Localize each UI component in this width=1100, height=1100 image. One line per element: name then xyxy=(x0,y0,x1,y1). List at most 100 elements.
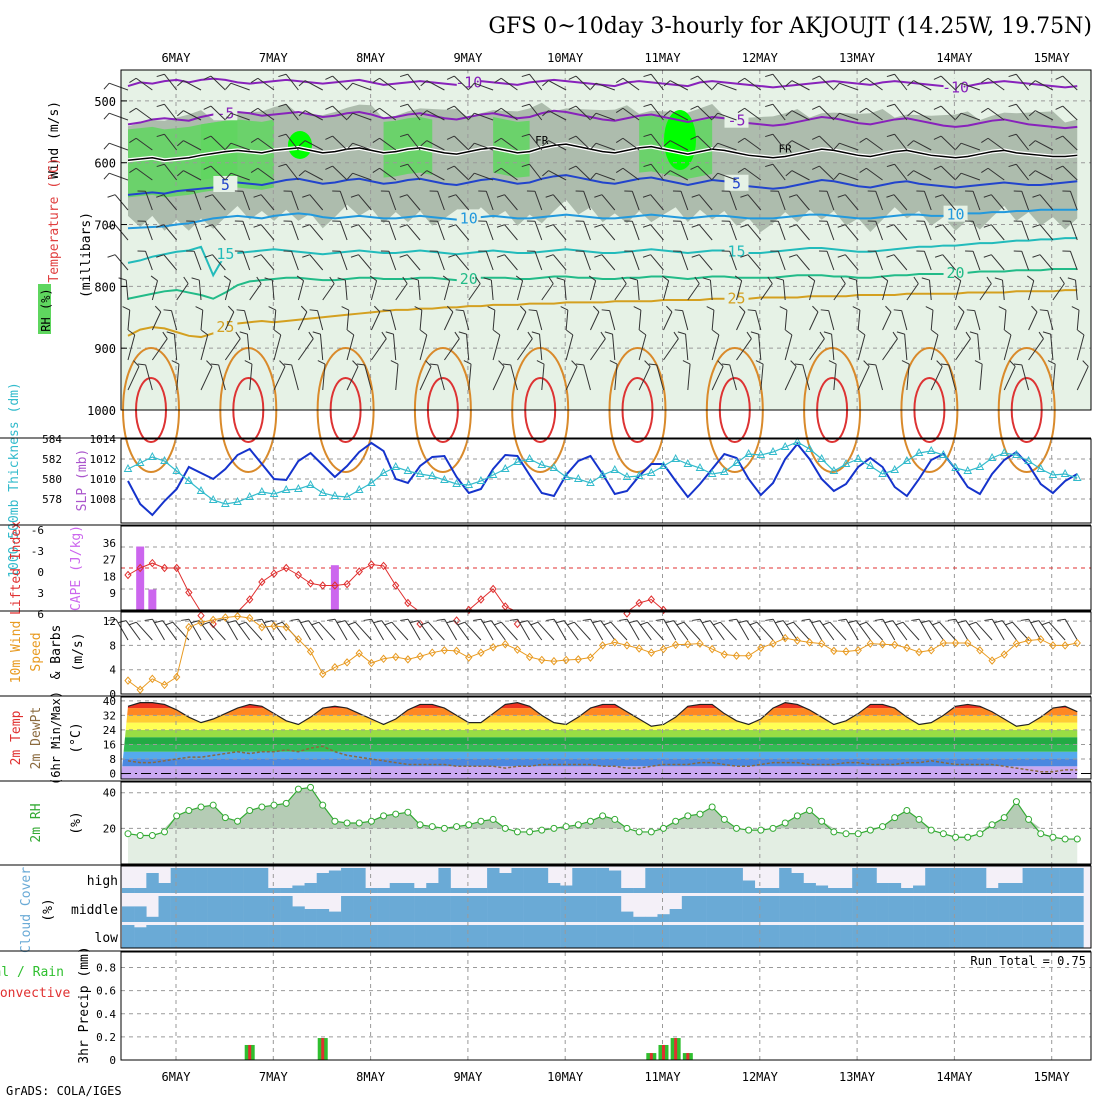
wind-barb-upper xyxy=(173,334,178,361)
cloud-cell-middle xyxy=(657,914,670,922)
wind-barb-upper xyxy=(504,254,518,271)
wind-barb-upper-flag xyxy=(341,306,350,311)
wind-speed-point xyxy=(404,655,412,664)
wind-barb-upper xyxy=(541,364,545,391)
wind-barb-upper xyxy=(163,133,178,151)
wind-barb-upper xyxy=(552,254,567,271)
rh2m-point xyxy=(197,803,205,811)
rh2m-point xyxy=(1037,830,1045,838)
thickness-point xyxy=(415,468,425,477)
wind-barb-upper-flag xyxy=(886,103,895,108)
cloud-cell-high xyxy=(207,868,220,893)
wind-barb-upper xyxy=(454,165,470,181)
precip-bar-convective xyxy=(661,1044,665,1060)
wind-barb-upper-flag xyxy=(568,75,577,80)
wind-barb-upper xyxy=(614,283,627,301)
wind-barb-upper-flag xyxy=(325,165,333,170)
wind-barb-upper-flag xyxy=(600,331,606,339)
wind-barb-upper-flag xyxy=(171,360,180,365)
cloud-cell-middle xyxy=(1022,896,1035,922)
wind-barb-upper-flag xyxy=(129,167,137,173)
wind-barb-upper xyxy=(358,224,372,241)
cloud-cell-high xyxy=(560,885,573,893)
wind-barb-upper xyxy=(857,366,870,391)
thickness-point xyxy=(525,453,534,462)
wind-barb-upper xyxy=(109,82,129,91)
wind-barb-upper xyxy=(309,254,324,271)
wind-barb-upper-flag xyxy=(278,133,287,138)
wind-barb-upper xyxy=(1052,364,1056,391)
wind-speed-label: Speed xyxy=(29,632,44,671)
wind-units-label: (m/s) xyxy=(71,632,86,671)
wind-barb-upper xyxy=(650,73,664,91)
wind-speed-point xyxy=(282,622,290,632)
cloud-cell-high xyxy=(876,883,889,893)
rh2m-point xyxy=(465,821,473,829)
wind-barb-upper xyxy=(697,75,713,91)
wind-barb-upper xyxy=(940,165,956,181)
cloud-cell-low xyxy=(414,925,427,948)
wind-barb-upper-flag xyxy=(1013,363,1022,366)
wind-barb-upper xyxy=(114,224,129,241)
cloud-cell-high xyxy=(657,868,670,893)
wind-speed-point xyxy=(611,638,619,647)
wind-barb-upper-flag xyxy=(156,194,164,198)
isotherm-label-bg xyxy=(456,73,481,90)
wind-barb-upper-flag xyxy=(785,110,793,117)
cloud-cell-middle xyxy=(389,896,403,922)
rh2m-point xyxy=(1073,835,1081,843)
wind-barb-upper xyxy=(492,334,501,361)
wind-barb-upper xyxy=(1021,251,1030,271)
thickness-point xyxy=(866,460,875,469)
wind-barb-upper xyxy=(455,224,470,241)
wind-barb-10m-flag xyxy=(556,620,565,624)
rh2m-point xyxy=(635,828,643,836)
wind-barb-upper-flag xyxy=(739,305,746,313)
wind-barb-10m xyxy=(334,618,348,641)
wind-barb-upper-flag xyxy=(643,103,652,108)
wind-barb-upper xyxy=(772,73,786,91)
cloud-cell-middle xyxy=(474,896,488,922)
wind-barb-upper-flag xyxy=(1032,254,1041,258)
cloud-cell-low xyxy=(937,925,950,948)
lifted-index-point xyxy=(160,563,169,573)
wind-barb-upper-flag xyxy=(227,305,235,313)
wind-barb-upper-flag xyxy=(325,75,333,80)
wind-barb-upper xyxy=(1028,338,1044,361)
wind-barb-10m xyxy=(647,621,664,641)
wind-barb-upper-flag xyxy=(663,80,671,87)
wind-barb-upper-flag xyxy=(156,224,164,228)
cloud-cell-high xyxy=(255,868,269,893)
wind-barb-upper xyxy=(565,334,574,361)
cloud-cell-high xyxy=(268,888,281,893)
wind-barb-upper-flag xyxy=(643,163,652,168)
wind-barb-upper xyxy=(1076,366,1089,391)
wind-speed-point xyxy=(793,636,802,645)
thickness-point xyxy=(488,469,498,478)
wind-barb-upper xyxy=(346,334,355,361)
wind-speed-line xyxy=(127,615,1078,691)
wind-barb-10m xyxy=(855,620,871,641)
wind-barb-upper xyxy=(273,310,277,331)
wind-speed-point xyxy=(781,633,789,643)
wind-barb-upper xyxy=(490,280,494,301)
wind-barb-10m-flag xyxy=(1030,620,1039,624)
date-label-top: 15MAY xyxy=(1034,51,1071,65)
wind-barb-upper-flag xyxy=(253,254,262,258)
wind-speed-point xyxy=(745,651,753,661)
isotherm-line xyxy=(127,208,1078,230)
wind-barb-upper-flag xyxy=(594,224,603,228)
wind-barb-upper-flag xyxy=(933,165,942,170)
wind-barb-10m xyxy=(261,618,275,641)
wind-barb-10m-flag xyxy=(676,621,685,626)
wind-barb-upper-flag xyxy=(521,133,530,138)
wind-barb-upper-flag xyxy=(542,140,549,147)
wind-barb-upper-flag xyxy=(204,224,213,228)
rh2m-point xyxy=(842,830,850,838)
wind-barb-upper-flag xyxy=(1028,140,1036,147)
cloud-cell-low xyxy=(341,925,354,948)
cloud-cell-middle xyxy=(718,896,731,922)
wind-barb-10m xyxy=(480,618,494,641)
precip-total-rain-label: Total / Rain xyxy=(0,965,64,980)
cloud-cell-middle xyxy=(547,896,561,922)
